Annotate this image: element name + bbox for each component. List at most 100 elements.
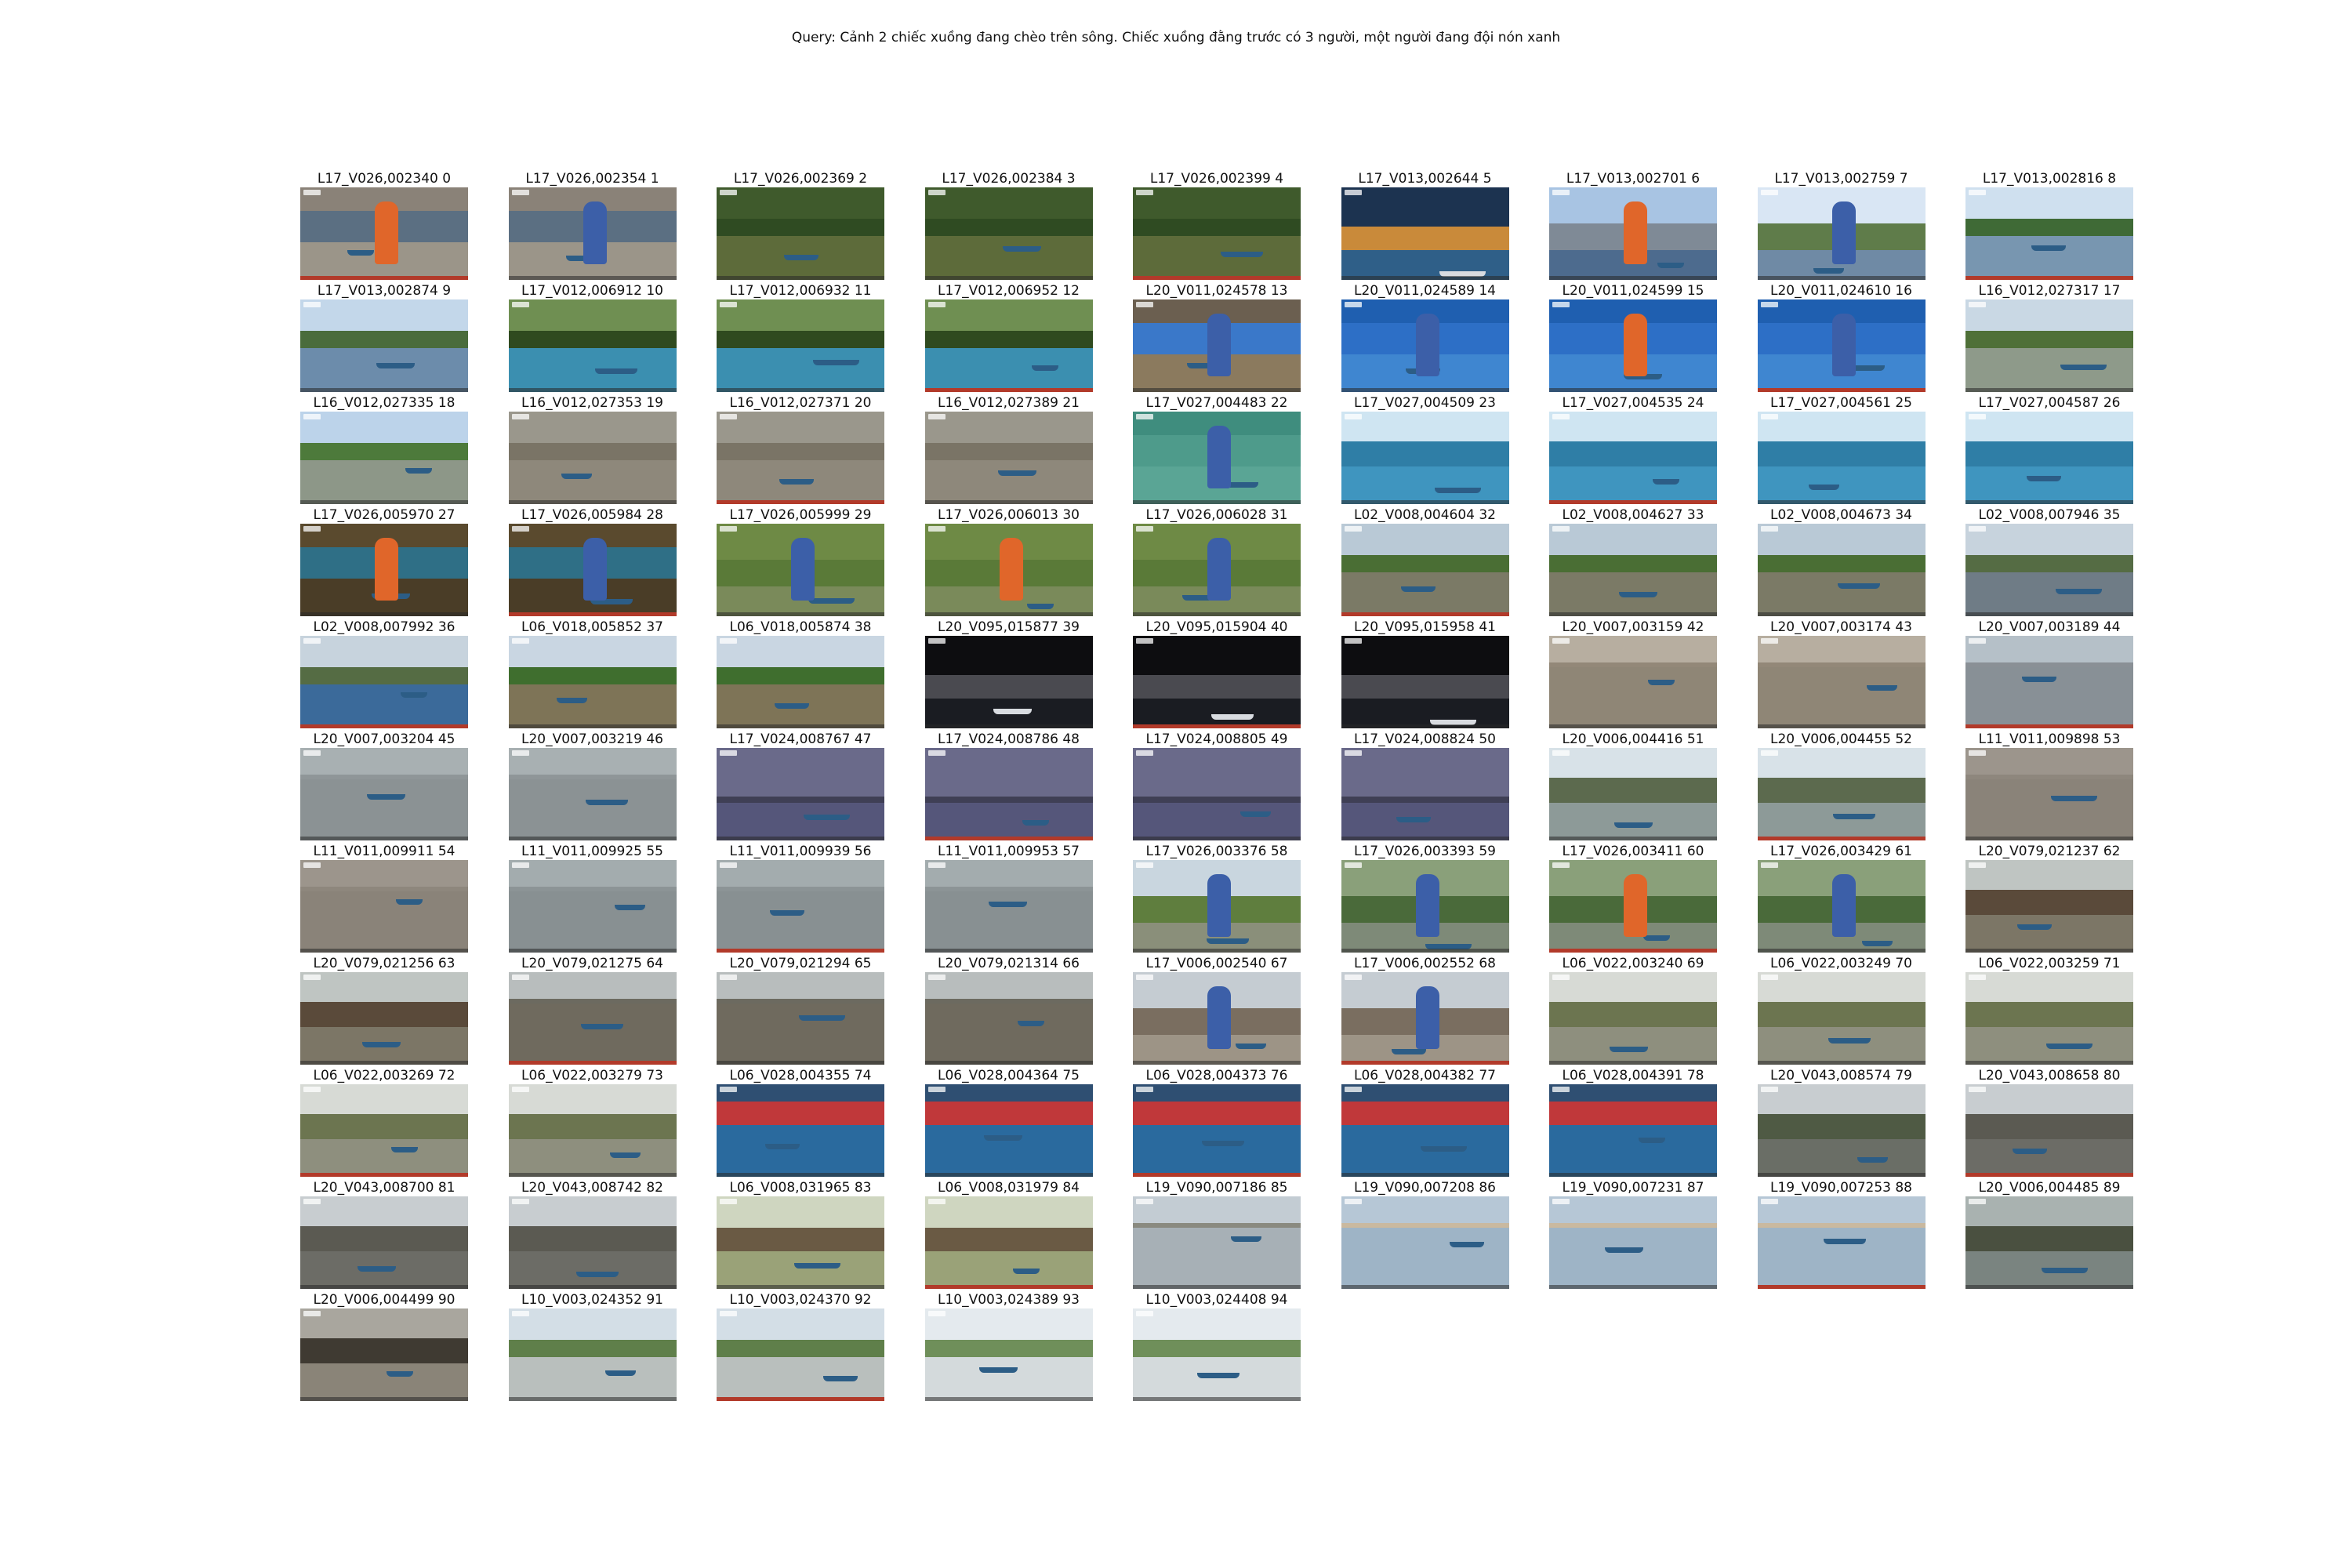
thumbnail-image[interactable]: [300, 636, 468, 728]
thumbnail-image[interactable]: [1965, 972, 2133, 1065]
thumbnail-image[interactable]: [717, 1084, 884, 1177]
thumbnail-item[interactable]: L20_V011,024578 13: [1133, 282, 1301, 392]
thumbnail-image[interactable]: [508, 1308, 677, 1401]
thumbnail-image[interactable]: [1133, 299, 1301, 392]
thumbnail-image[interactable]: [1133, 860, 1301, 953]
thumbnail-image[interactable]: [300, 748, 468, 840]
thumbnail-image[interactable]: [1133, 1196, 1301, 1289]
thumbnail-item[interactable]: L20_V043,008658 80: [1965, 1067, 2133, 1177]
thumbnail-item[interactable]: L16_V012,027389 21: [924, 394, 1093, 504]
thumbnail-item[interactable]: L10_V003,024352 91: [508, 1291, 677, 1401]
thumbnail-image[interactable]: [924, 860, 1093, 953]
thumbnail-item[interactable]: L20_V011,024610 16: [1757, 282, 1926, 392]
thumbnail-image[interactable]: [300, 299, 468, 392]
thumbnail-item[interactable]: L19_V090,007231 87: [1549, 1179, 1717, 1289]
thumbnail-image[interactable]: [1341, 524, 1509, 616]
thumbnail-item[interactable]: L20_V043,008742 82: [508, 1179, 677, 1289]
thumbnail-item[interactable]: L06_V028,004391 78: [1549, 1067, 1717, 1177]
thumbnail-image[interactable]: [1965, 187, 2133, 280]
thumbnail-image[interactable]: [300, 412, 468, 504]
thumbnail-item[interactable]: L02_V008,007992 36: [300, 619, 468, 728]
thumbnail-image[interactable]: [924, 299, 1093, 392]
thumbnail-image[interactable]: [1757, 972, 1926, 1065]
thumbnail-image[interactable]: [1341, 187, 1509, 280]
thumbnail-item[interactable]: L17_V026,002354 1: [508, 170, 677, 280]
thumbnail-item[interactable]: L17_V026,005984 28: [508, 506, 677, 616]
thumbnail-image[interactable]: [1965, 1084, 2133, 1177]
thumbnail-image[interactable]: [1133, 524, 1301, 616]
thumbnail-item[interactable]: L20_V007,003159 42: [1549, 619, 1717, 728]
thumbnail-item[interactable]: L17_V013,002701 6: [1549, 170, 1717, 280]
thumbnail-image[interactable]: [717, 1196, 884, 1289]
thumbnail-image[interactable]: [300, 1084, 468, 1177]
thumbnail-image[interactable]: [1133, 412, 1301, 504]
thumbnail-image[interactable]: [1549, 299, 1717, 392]
thumbnail-image[interactable]: [508, 1084, 677, 1177]
thumbnail-image[interactable]: [717, 299, 884, 392]
thumbnail-image[interactable]: [717, 972, 884, 1065]
thumbnail-image[interactable]: [1133, 972, 1301, 1065]
thumbnail-image[interactable]: [1133, 636, 1301, 728]
thumbnail-item[interactable]: L17_V013,002644 5: [1341, 170, 1509, 280]
thumbnail-image[interactable]: [508, 299, 677, 392]
thumbnail-item[interactable]: L20_V079,021256 63: [300, 955, 468, 1065]
thumbnail-item[interactable]: L19_V090,007208 86: [1341, 1179, 1509, 1289]
thumbnail-item[interactable]: L17_V013,002816 8: [1965, 170, 2133, 280]
thumbnail-image[interactable]: [717, 187, 884, 280]
thumbnail-image[interactable]: [300, 187, 468, 280]
thumbnail-item[interactable]: L17_V026,003429 61: [1757, 843, 1926, 953]
thumbnail-image[interactable]: [300, 524, 468, 616]
thumbnail-image[interactable]: [1549, 412, 1717, 504]
thumbnail-item[interactable]: L17_V026,003393 59: [1341, 843, 1509, 953]
thumbnail-image[interactable]: [508, 748, 677, 840]
thumbnail-image[interactable]: [1965, 636, 2133, 728]
thumbnail-image[interactable]: [1965, 1196, 2133, 1289]
thumbnail-item[interactable]: L06_V022,003279 73: [508, 1067, 677, 1177]
thumbnail-item[interactable]: L06_V018,005874 38: [717, 619, 884, 728]
thumbnail-image[interactable]: [1133, 748, 1301, 840]
thumbnail-item[interactable]: L20_V006,004455 52: [1757, 731, 1926, 840]
thumbnail-image[interactable]: [1757, 1196, 1926, 1289]
thumbnail-image[interactable]: [924, 187, 1093, 280]
thumbnail-item[interactable]: L02_V008,007946 35: [1965, 506, 2133, 616]
thumbnail-image[interactable]: [1757, 748, 1926, 840]
thumbnail-image[interactable]: [924, 748, 1093, 840]
thumbnail-image[interactable]: [1965, 412, 2133, 504]
thumbnail-item[interactable]: L16_V012,027371 20: [717, 394, 884, 504]
thumbnail-item[interactable]: L17_V027,004587 26: [1965, 394, 2133, 504]
thumbnail-item[interactable]: L20_V007,003219 46: [508, 731, 677, 840]
thumbnail-image[interactable]: [508, 187, 677, 280]
thumbnail-image[interactable]: [717, 1308, 884, 1401]
thumbnail-item[interactable]: L17_V027,004561 25: [1757, 394, 1926, 504]
thumbnail-image[interactable]: [508, 524, 677, 616]
thumbnail-item[interactable]: L20_V011,024599 15: [1549, 282, 1717, 392]
thumbnail-image[interactable]: [1549, 187, 1717, 280]
thumbnail-image[interactable]: [508, 860, 677, 953]
thumbnail-image[interactable]: [924, 1308, 1093, 1401]
thumbnail-image[interactable]: [1549, 972, 1717, 1065]
thumbnail-item[interactable]: L17_V013,002759 7: [1757, 170, 1926, 280]
thumbnail-item[interactable]: L17_V024,008824 50: [1341, 731, 1509, 840]
thumbnail-image[interactable]: [717, 524, 884, 616]
thumbnail-item[interactable]: L20_V006,004416 51: [1549, 731, 1717, 840]
thumbnail-item[interactable]: L17_V026,005999 29: [717, 506, 884, 616]
thumbnail-image[interactable]: [717, 748, 884, 840]
thumbnail-item[interactable]: L20_V079,021294 65: [717, 955, 884, 1065]
thumbnail-image[interactable]: [924, 1196, 1093, 1289]
thumbnail-image[interactable]: [1757, 860, 1926, 953]
thumbnail-item[interactable]: L06_V008,031965 83: [717, 1179, 884, 1289]
thumbnail-image[interactable]: [1341, 636, 1509, 728]
thumbnail-image[interactable]: [1965, 748, 2133, 840]
thumbnail-image[interactable]: [1549, 524, 1717, 616]
thumbnail-item[interactable]: L16_V012,027353 19: [508, 394, 677, 504]
thumbnail-item[interactable]: L20_V095,015958 41: [1341, 619, 1509, 728]
thumbnail-item[interactable]: L06_V028,004355 74: [717, 1067, 884, 1177]
thumbnail-image[interactable]: [1757, 524, 1926, 616]
thumbnail-item[interactable]: L20_V079,021275 64: [508, 955, 677, 1065]
thumbnail-item[interactable]: L11_V011,009925 55: [508, 843, 677, 953]
thumbnail-item[interactable]: L02_V008,004673 34: [1757, 506, 1926, 616]
thumbnail-image[interactable]: [1341, 299, 1509, 392]
thumbnail-item[interactable]: L20_V079,021237 62: [1965, 843, 2133, 953]
thumbnail-image[interactable]: [1757, 636, 1926, 728]
thumbnail-item[interactable]: L06_V022,003249 70: [1757, 955, 1926, 1065]
